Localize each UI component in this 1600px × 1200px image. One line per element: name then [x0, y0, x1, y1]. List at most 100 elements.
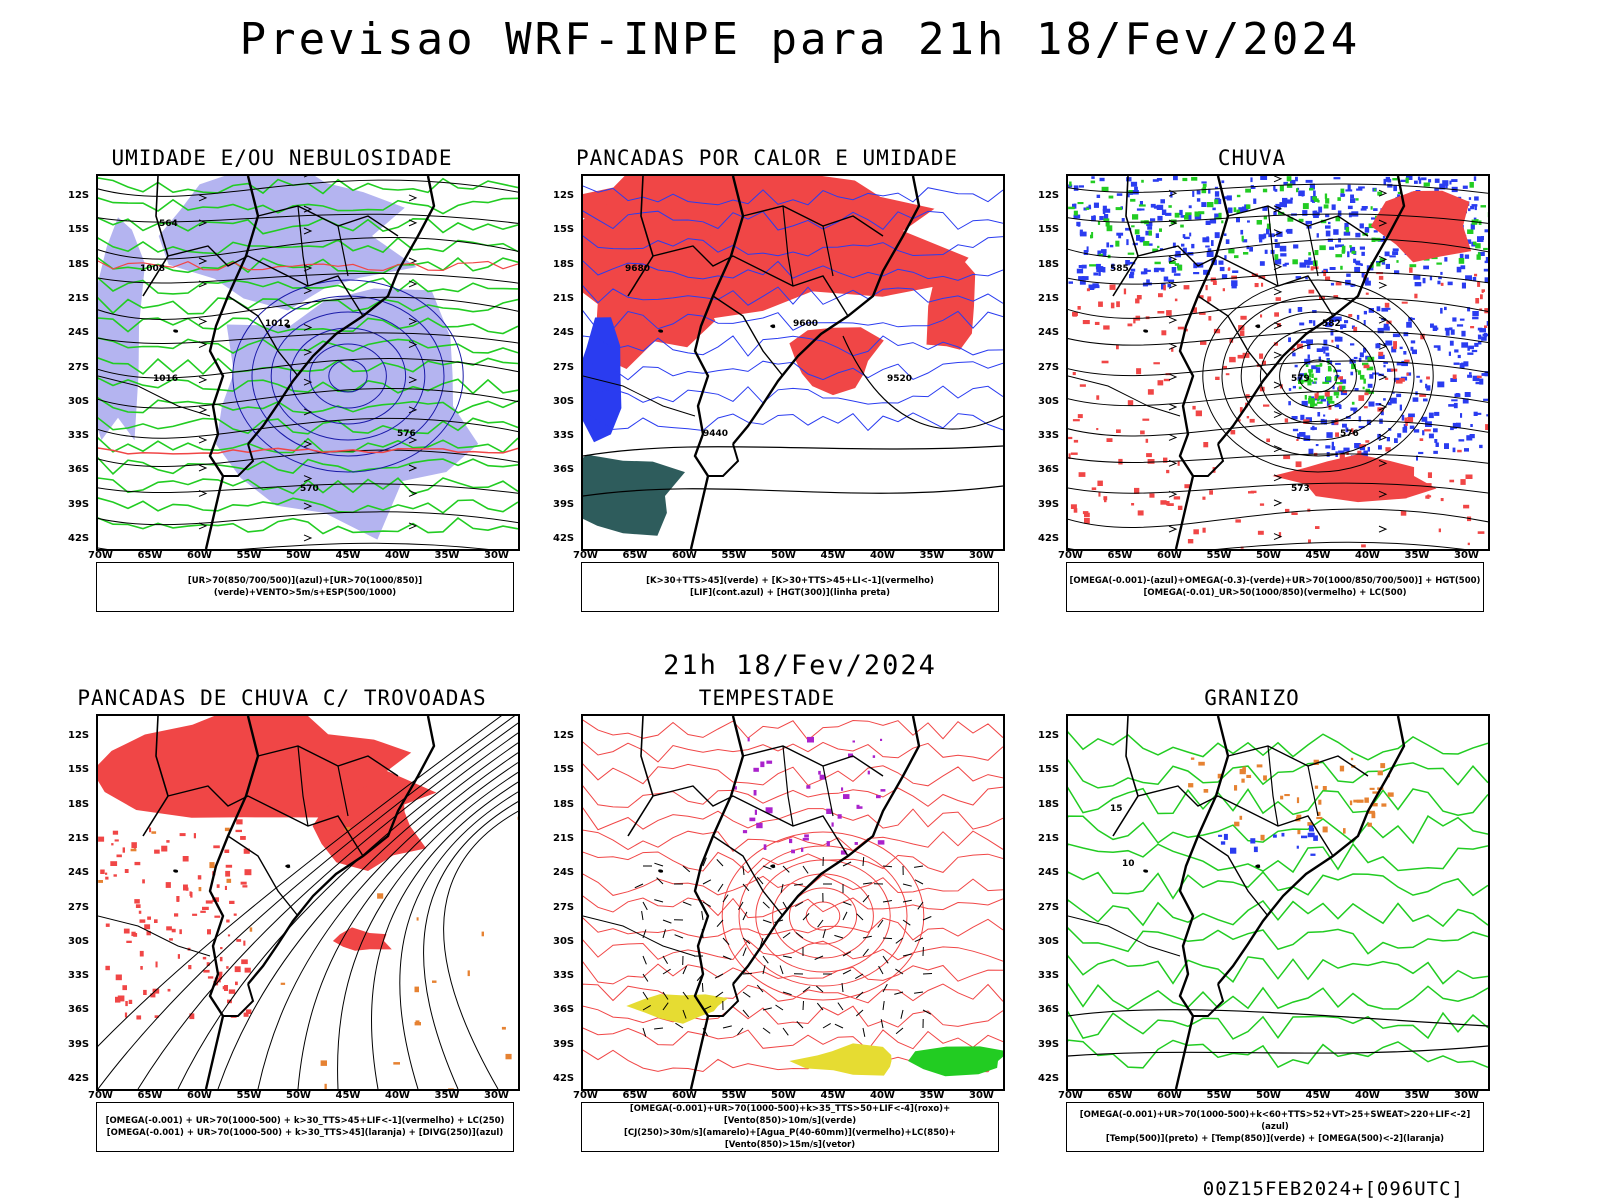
lat-tick-label: 12S: [553, 730, 575, 741]
lat-tick-label: 21S: [553, 832, 575, 844]
lat-tick-label: 42S: [68, 533, 90, 544]
lon-tick-label: 70W: [573, 1090, 598, 1101]
panel-title: CHUVA: [1217, 146, 1287, 170]
lat-tick-label: 42S: [1038, 1073, 1060, 1084]
lat-tick-label: 18S: [68, 258, 90, 270]
legend-line: [LIF](cont.azul) + [HGT(300)](linha pret…: [689, 588, 891, 598]
lat-tick-label: 15S: [1038, 224, 1060, 236]
lat-tick-label: 24S: [68, 867, 90, 879]
lon-tick-label: 65W: [1107, 550, 1133, 561]
lon-tick-label: 65W: [137, 1090, 163, 1101]
lon-tick-label: 30W: [1454, 1090, 1479, 1101]
lat-tick-label: 33S: [1038, 970, 1060, 982]
lat-tick-label: 39S: [1038, 498, 1060, 510]
lat-tick-label: 24S: [1038, 867, 1060, 879]
lat-tick-label: 27S: [68, 361, 90, 373]
lat-tick-label: 39S: [553, 1038, 575, 1050]
lon-tick-label: 30W: [484, 550, 509, 561]
legend-box: [OMEGA(-0.001)-(azul)+OMEGA(-0.3)-(verde…: [1066, 562, 1484, 612]
contour-label: 585: [1110, 264, 1129, 274]
lat-tick-label: 18S: [553, 798, 575, 810]
lon-tick-label: 40W: [870, 550, 895, 561]
lat-tick-label: 15S: [553, 224, 575, 236]
lat-tick-label: 36S: [1038, 464, 1060, 476]
forecast-time-title: 21h 18/Fev/2024: [663, 650, 937, 681]
contour-label: 10: [1122, 859, 1135, 869]
lon-tick-label: 35W: [434, 550, 460, 561]
lat-tick-label: 21S: [1038, 292, 1060, 304]
lat-tick-label: 42S: [1038, 533, 1060, 544]
weather-map: 585 582 579 576 573: [1066, 174, 1490, 551]
lon-tick-label: 65W: [1107, 1090, 1133, 1101]
legend-line: [K>30+TTS>45](verde) + [K>30+TTS>45+LI<-…: [646, 576, 934, 586]
lon-tick-label: 45W: [1305, 550, 1331, 561]
lon-tick-label: 30W: [1454, 550, 1479, 561]
legend-box: [OMEGA(-0.001)+UR>70(1000-500)+k<60+TTS>…: [1066, 1102, 1484, 1152]
lat-tick-label: 15S: [553, 764, 575, 776]
panel-tempestade: TEMPESTADE 12S 15S 18S 21S 24S 27S 30S 33S 36S 39S…: [527, 686, 1007, 1166]
lon-tick-label: 60W: [187, 1090, 212, 1101]
lon-tick-label: 55W: [721, 550, 747, 561]
weather-map: 9680 9600 9520 9440: [581, 174, 1005, 551]
lon-tick-label: 60W: [187, 550, 212, 561]
lon-tick-label: 35W: [919, 550, 945, 561]
legend-line: [OMEGA(-0.001) + UR>70(1000-500) + k>30_…: [105, 1116, 505, 1126]
contour-label: 9600: [793, 319, 818, 329]
lat-tick-label: 36S: [68, 464, 90, 476]
lat-tick-label: 27S: [68, 901, 90, 913]
lon-tick-label: 40W: [385, 1090, 410, 1101]
lat-tick-label: 15S: [68, 764, 90, 776]
contour-label: 582: [1322, 319, 1341, 329]
contour-label: 564: [159, 219, 178, 229]
lat-tick-label: 27S: [553, 361, 575, 373]
panel-title: PANCADAS POR CALOR E UMIDADE: [575, 146, 958, 170]
lon-tick-label: 55W: [1206, 550, 1232, 561]
lon-tick-label: 35W: [1404, 1090, 1430, 1101]
map-graphic: 585 582 579 576 573: [1068, 176, 1488, 549]
lon-tick-label: 45W: [820, 550, 846, 561]
lon-tick-label: 40W: [1355, 1090, 1380, 1101]
lat-tick-label: 24S: [1038, 327, 1060, 339]
lat-tick-label: 42S: [553, 1073, 575, 1084]
legend-box: [OMEGA(-0.001) + UR>70(1000-500) + k>30_…: [96, 1102, 514, 1152]
lat-tick-label: 15S: [1038, 764, 1060, 776]
panel-pancadas-calor: PANCADAS POR CALOR E UMIDADE 9680 9600 9520…: [527, 146, 1007, 626]
legend-line: [Temp(500)](preto) + [Temp(850)](verde) …: [1105, 1134, 1445, 1144]
lat-tick-label: 30S: [68, 935, 90, 947]
contour-label: 1008: [140, 264, 165, 274]
panel-pancadas-trovoadas: PANCADAS DE CHUVA C/ TROVOADAS 12S 15S 18S 2…: [42, 686, 522, 1166]
lat-tick-label: 33S: [553, 430, 575, 442]
lon-tick-label: 45W: [335, 1090, 361, 1101]
lon-tick-label: 55W: [236, 1090, 262, 1101]
lon-tick-label: 40W: [385, 550, 410, 561]
map-graphic: 1008 1012 1016 576 570 564: [98, 176, 518, 549]
lat-tick-label: 30S: [1038, 935, 1060, 947]
weather-map: 1008 1012 1016 576 570 564: [96, 174, 520, 551]
legend-line: [UR>70(850/700/500)](azul)+[UR>70(1000/8…: [187, 576, 423, 598]
lat-tick-label: 24S: [553, 327, 575, 339]
legend-line: [OMEGA(-0.001) + UR>70(1000-500) + k>30_…: [106, 1128, 504, 1138]
lat-tick-label: 30S: [68, 395, 90, 407]
lat-tick-label: 15S: [68, 224, 90, 236]
lon-tick-label: 55W: [236, 550, 262, 561]
lat-tick-label: 21S: [68, 292, 90, 304]
lon-tick-label: 50W: [771, 550, 796, 561]
lon-tick-label: 45W: [820, 1090, 846, 1101]
contour-label: 1012: [265, 319, 290, 329]
lat-tick-label: 18S: [553, 258, 575, 270]
contour-label: 9520: [887, 374, 912, 384]
lon-tick-label: 65W: [137, 550, 163, 561]
lon-tick-label: 60W: [1157, 550, 1182, 561]
lon-tick-label: 55W: [721, 1090, 747, 1101]
lat-tick-label: 39S: [68, 498, 90, 510]
lat-tick-label: 36S: [553, 1004, 575, 1016]
map-graphic: 9680 9600 9520 9440: [583, 176, 1003, 549]
contour-label: 576: [397, 429, 416, 439]
weather-map: [96, 714, 520, 1091]
lat-tick-label: 30S: [553, 395, 575, 407]
lon-tick-label: 50W: [286, 550, 311, 561]
lat-tick-label: 36S: [68, 1004, 90, 1016]
lat-tick-label: 12S: [68, 730, 90, 741]
lon-tick-label: 40W: [870, 1090, 895, 1101]
